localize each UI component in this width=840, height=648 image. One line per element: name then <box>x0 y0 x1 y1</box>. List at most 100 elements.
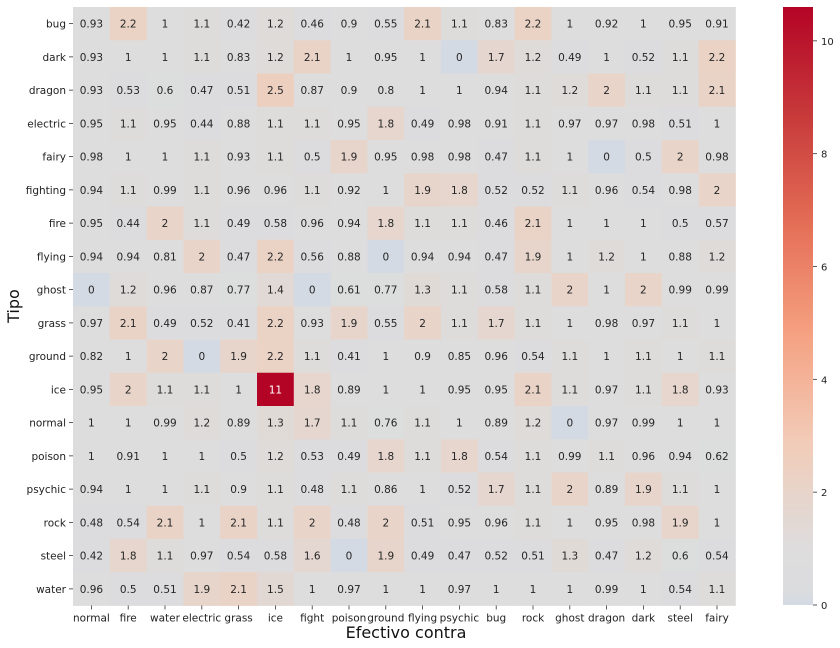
heatmap-cell <box>109 439 147 473</box>
heatmap-cell <box>477 339 515 374</box>
heatmap-cell <box>588 206 626 241</box>
cell-value-label: 1.1 <box>525 85 542 97</box>
heatmap-cell <box>330 406 368 440</box>
cell-value-label: 0.98 <box>411 152 434 164</box>
cell-value-label: 1 <box>419 384 426 396</box>
y-tick-label: ghost <box>37 285 66 297</box>
cell-value-label: 0.52 <box>485 185 508 197</box>
cell-value-label: 1 <box>382 351 389 363</box>
heatmap-cell <box>625 539 663 573</box>
heatmap-cell <box>183 206 221 241</box>
heatmap-cell <box>551 239 589 274</box>
cell-value-label: 1.2 <box>561 85 578 97</box>
cell-value-label: 1 <box>88 418 95 430</box>
heatmap-cell <box>109 40 147 74</box>
cell-value-label: 1 <box>566 251 573 263</box>
heatmap-cell <box>220 372 258 407</box>
cell-value-label: 0.97 <box>595 118 618 130</box>
cell-value-label: 0.95 <box>80 384 103 396</box>
heatmap-cell <box>551 539 589 573</box>
heatmap-cell <box>146 505 184 540</box>
cell-value-label: 2 <box>419 318 426 330</box>
heatmap-cell <box>220 239 258 274</box>
cell-value-label: 1.1 <box>120 118 137 130</box>
cell-value-label: 0.54 <box>632 185 656 197</box>
cell-value-label: 1 <box>162 484 169 496</box>
cell-value-label: 0.46 <box>301 19 325 31</box>
cell-value-label: 0 <box>198 351 205 363</box>
heatmap-cell <box>551 472 589 507</box>
heatmap-cell <box>367 505 405 540</box>
heatmap-cell <box>551 306 589 340</box>
heatmap-cell <box>441 7 479 41</box>
cell-value-label: 1 <box>419 484 426 496</box>
cell-value-label: 1.2 <box>193 418 210 430</box>
y-tick-label: poison <box>31 451 66 463</box>
cell-value-label: 0.98 <box>669 185 692 197</box>
cell-value-label: 1 <box>603 218 610 230</box>
cell-value-label: 0.98 <box>80 152 103 164</box>
heatmap-cell <box>220 339 258 374</box>
heatmap-cell <box>588 539 626 573</box>
cell-value-label: 2.1 <box>709 85 726 97</box>
cell-value-label: 0.99 <box>153 418 176 430</box>
heatmap-cell <box>367 572 405 606</box>
cell-value-label: 2 <box>566 285 573 297</box>
colorbar-tick-label: 2 <box>821 488 827 499</box>
heatmap-cell <box>551 7 589 41</box>
cell-value-label: 2 <box>603 85 610 97</box>
heatmap-cell <box>257 339 295 374</box>
cell-value-label: 2.1 <box>414 19 431 31</box>
cell-value-label: 0.47 <box>448 551 471 563</box>
cell-value-label: 1.1 <box>193 384 210 396</box>
x-tick-label: fire <box>120 613 137 625</box>
cell-value-label: 1.9 <box>230 351 247 363</box>
heatmap-cell <box>625 173 663 207</box>
cell-value-label: 1.1 <box>525 318 542 330</box>
heatmap-cell <box>293 206 331 241</box>
heatmap-cell <box>367 439 405 473</box>
heatmap-cell <box>625 572 663 606</box>
cell-value-label: 0.51 <box>669 118 692 130</box>
heatmap-cell <box>330 7 368 41</box>
cell-value-label: 0.91 <box>485 118 508 130</box>
heatmap-cell <box>441 106 479 141</box>
cell-value-label: 1 <box>235 384 242 396</box>
cell-value-label: 1.1 <box>304 351 321 363</box>
cell-value-label: 1.1 <box>304 118 321 130</box>
cell-value-label: 0.49 <box>411 118 434 130</box>
cell-value-label: 0.93 <box>301 318 324 330</box>
cell-value-label: 0.6 <box>157 85 174 97</box>
cell-value-label: 1.3 <box>561 551 578 563</box>
cell-value-label: 0.97 <box>632 318 655 330</box>
heatmap-cell <box>367 339 405 374</box>
cell-value-label: 0.83 <box>227 52 250 64</box>
cell-value-label: 1.8 <box>377 451 394 463</box>
cell-value-label: 0.87 <box>301 85 324 97</box>
y-tick-label: dark <box>43 52 67 64</box>
heatmap-cell <box>109 106 147 141</box>
heatmap-cells <box>73 7 736 606</box>
heatmap-cell <box>293 106 331 141</box>
heatmap-cell <box>367 273 405 307</box>
cell-value-label: 1.1 <box>267 484 284 496</box>
cell-value-label: 1 <box>162 451 169 463</box>
cell-value-label: 0.97 <box>558 118 581 130</box>
heatmap-annotations: 0.93 2.2 1 1.1 0.42 1.2 0.46 0.9 0.55 2.1 1.1 0.83 2… <box>80 19 729 596</box>
heatmap-cell <box>661 206 699 241</box>
heatmap-cell <box>183 372 221 407</box>
heatmap-cell <box>183 339 221 374</box>
colorbar <box>783 7 813 605</box>
cell-value-label: 0.92 <box>337 185 360 197</box>
heatmap-cell <box>220 306 258 340</box>
heatmap-cell <box>220 140 258 174</box>
heatmap-cell <box>404 40 442 74</box>
heatmap-cell <box>257 206 295 241</box>
cell-value-label: 0.96 <box>153 285 177 297</box>
heatmap-cell <box>661 106 699 141</box>
heatmap-cell <box>367 472 405 507</box>
heatmap-cell <box>514 372 552 407</box>
colorbar-tick-label: 10 <box>821 37 834 48</box>
heatmap-cell <box>404 206 442 241</box>
cell-value-label: 1 <box>640 19 647 31</box>
